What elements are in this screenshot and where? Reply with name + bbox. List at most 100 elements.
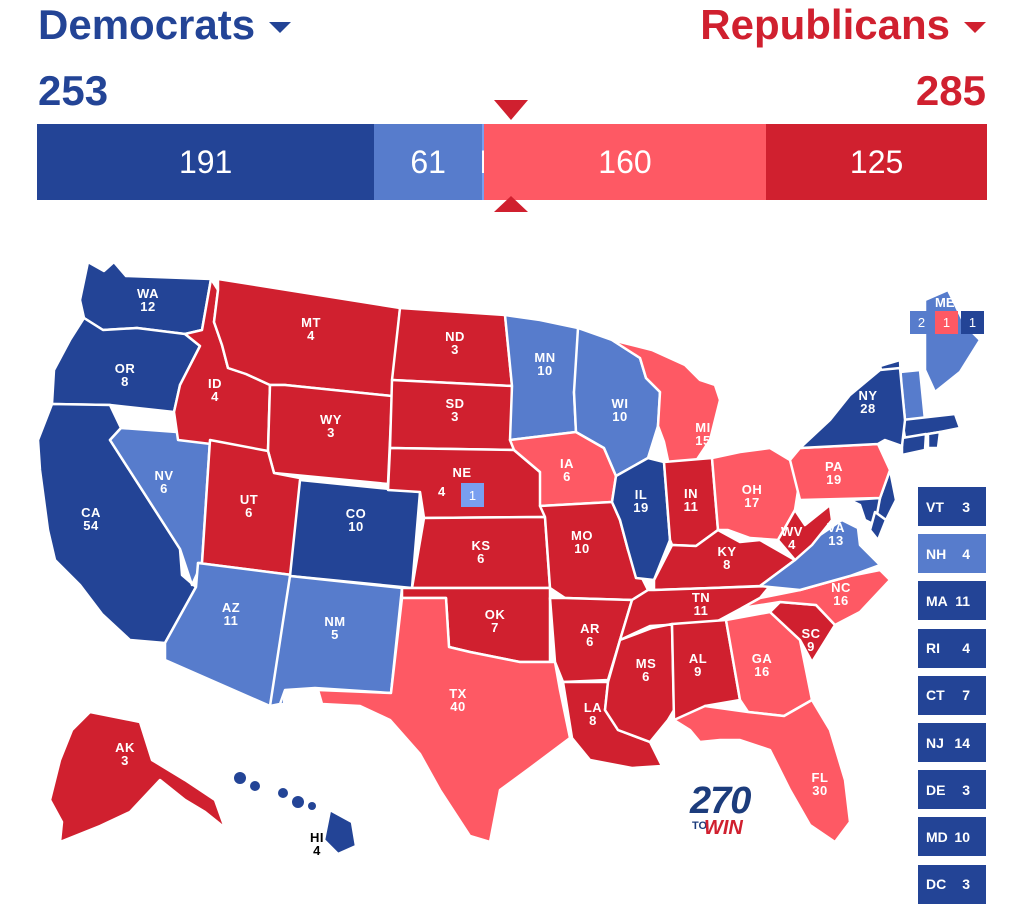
small-state-md-button[interactable]: MD 10	[918, 817, 986, 857]
state-label-ia: IA	[560, 456, 574, 471]
state-label-mn: MN	[534, 350, 555, 365]
state-label-nm: NM	[324, 614, 345, 629]
state-votes-wy: 3	[327, 425, 335, 440]
small-state-votes: 3	[962, 498, 970, 515]
hawaii-island-shape[interactable]	[278, 788, 288, 798]
tally-segment-value: 125	[849, 143, 904, 180]
maine-district-box[interactable]: 1	[935, 311, 958, 334]
state-votes-ks: 6	[477, 551, 485, 566]
hawaii-island-shape[interactable]	[292, 796, 304, 808]
small-state-ri-button[interactable]: RI 4	[918, 628, 986, 668]
state-votes-ky: 8	[723, 557, 731, 572]
state-label-in: IN	[684, 486, 698, 501]
state-label-tx: TX	[449, 686, 467, 701]
state-votes-la: 8	[589, 713, 597, 728]
state-votes-mt: 4	[307, 328, 315, 343]
small-state-dc-button[interactable]: DC 3	[918, 864, 986, 904]
maine-district-votes: 1	[968, 315, 977, 330]
state-votes-or: 8	[121, 374, 129, 389]
state-label-ms: MS	[636, 656, 657, 671]
state-votes-ca: 54	[83, 518, 99, 533]
state-votes-in: 11	[684, 499, 699, 514]
small-state-votes: 4	[962, 640, 970, 657]
state-label-nc: NC	[831, 580, 851, 595]
state-label-al: AL	[689, 651, 707, 666]
state-ny[interactable]	[798, 366, 907, 450]
state-votes-va: 13	[828, 533, 843, 548]
state-votes-ak: 3	[121, 753, 129, 768]
small-state-ma-button[interactable]: MA 11	[918, 581, 986, 621]
logo-number: 270	[690, 780, 751, 822]
state-votes-wv: 4	[788, 537, 796, 552]
small-state-abbr: RI	[926, 640, 940, 657]
small-state-abbr: VT	[926, 498, 944, 515]
state-co[interactable]	[288, 478, 422, 590]
state-ms[interactable]	[603, 622, 676, 744]
northeast-state-shape[interactable]	[926, 430, 942, 450]
small-state-abbr: DE	[926, 781, 946, 798]
small-state-nh-button[interactable]: NH 4	[918, 534, 986, 574]
tally-segment-safe-rep: 125	[766, 124, 987, 200]
small-state-nj-button[interactable]: NJ 14	[918, 723, 986, 762]
chevron-down-icon	[269, 21, 292, 33]
state-fl[interactable]	[672, 698, 852, 844]
state-votes-nv: 6	[160, 481, 168, 496]
state-il[interactable]	[610, 456, 672, 582]
state-label-ne: NE	[452, 465, 471, 480]
tally-segment-lean-dem: 1	[481, 124, 484, 200]
state-votes-ny: 28	[860, 401, 875, 416]
small-state-votes: 4	[962, 545, 970, 562]
small-state-vt-button[interactable]: VT 3	[918, 487, 986, 526]
state-votes-al: 9	[694, 664, 702, 679]
state-votes-mi: 15	[695, 433, 710, 448]
small-state-ct-button[interactable]: CT 7	[918, 675, 986, 715]
democrats-dropdown[interactable]: Democrats	[38, 2, 292, 48]
small-state-abbr: NH	[926, 545, 947, 562]
maine-district-votes: 1	[942, 315, 951, 330]
state-votes-nm: 5	[331, 627, 339, 642]
nebraska-statewide-votes: 4	[438, 484, 446, 499]
northeast-state-shape[interactable]	[868, 510, 888, 542]
nebraska-district-box[interactable]: 1	[461, 483, 484, 507]
hawaii-island-shape[interactable]	[250, 781, 260, 791]
small-state-votes: 7	[962, 687, 970, 704]
state-votes-wa: 12	[140, 299, 155, 314]
small-state-votes: 3	[962, 781, 970, 798]
logo-win: WIN	[704, 817, 743, 839]
state-label-sc: SC	[801, 626, 820, 641]
state-label-ok: OK	[485, 607, 506, 622]
state-label-mt: MT	[301, 315, 321, 330]
state-votes-tn: 11	[694, 603, 709, 618]
hawaii-island-shape[interactable]	[234, 772, 246, 784]
state-label-sd: SD	[445, 396, 464, 411]
state-votes-tx: 40	[450, 699, 465, 714]
majority-marker-top-icon	[494, 100, 528, 120]
state-label-wv: WV	[781, 524, 803, 539]
state-votes-sc: 9	[807, 639, 815, 654]
electoral-tally-bar: 191 61 1 160 125	[37, 124, 987, 200]
us-electoral-map: WA12OR8CA54NV6ID4MT4WY3UT6AZ11CO10NM5ND3…	[36, 260, 982, 858]
state-label-ar: AR	[580, 621, 600, 636]
maine-district-box[interactable]: 1	[961, 311, 984, 334]
state-label-ca: CA	[81, 505, 101, 520]
state-votes-ga: 16	[754, 664, 769, 679]
republicans-dropdown[interactable]: Republicans	[700, 2, 986, 48]
state-ak[interactable]	[48, 710, 227, 844]
hawaii-island-shape[interactable]	[308, 802, 316, 810]
state-wv[interactable]	[776, 503, 834, 562]
tally-segment-safe-dem: 191	[37, 124, 375, 200]
northeast-state-shape[interactable]	[900, 432, 928, 457]
state-votes-ok: 7	[491, 620, 499, 635]
state-votes-ia: 6	[563, 469, 571, 484]
state-hi[interactable]	[322, 808, 358, 856]
tally-segment-value: 191	[178, 143, 233, 180]
state-label-ut: UT	[240, 492, 258, 507]
state-votes-nc: 16	[833, 593, 848, 608]
state-votes-ar: 6	[586, 634, 594, 649]
small-state-abbr: DC	[926, 876, 947, 893]
chevron-down-icon	[964, 21, 986, 33]
maine-district-box[interactable]: 2	[910, 311, 933, 334]
small-state-de-button[interactable]: DE 3	[918, 770, 986, 810]
state-tx[interactable]	[316, 596, 572, 844]
state-votes-pa: 19	[826, 472, 841, 487]
